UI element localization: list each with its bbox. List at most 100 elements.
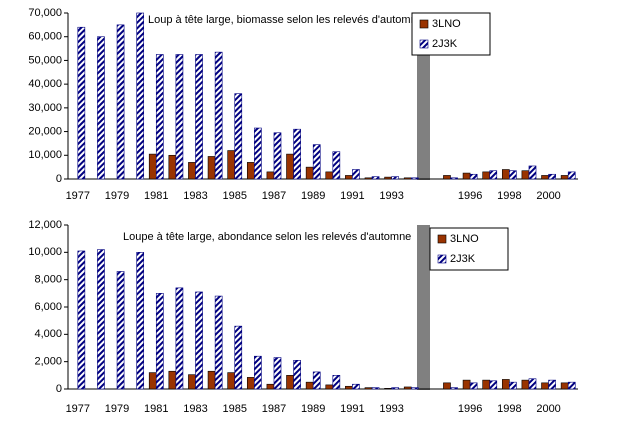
- bar: [371, 176, 380, 180]
- y-tick-label: 70,000: [28, 7, 62, 19]
- bar: [332, 151, 341, 180]
- bar: [560, 382, 569, 390]
- bar: [469, 173, 478, 180]
- bar: [234, 93, 243, 180]
- x-tick-label: 1981: [144, 190, 168, 202]
- bar: [501, 379, 510, 390]
- bar: [214, 295, 223, 390]
- bar: [560, 175, 569, 180]
- bar: [364, 177, 373, 180]
- bar: [246, 377, 255, 390]
- bar: [509, 170, 517, 180]
- bar: [410, 387, 419, 390]
- bar: [175, 287, 184, 390]
- bar: [227, 372, 236, 390]
- bar: [509, 381, 517, 390]
- bar: [371, 387, 380, 390]
- bar: [286, 153, 294, 180]
- bar: [273, 357, 282, 390]
- legend-label: 2J3K: [432, 38, 458, 50]
- x-tick-label: 2000: [536, 190, 560, 202]
- y-tick-label: 10,000: [28, 149, 62, 161]
- x-tick-label: 1985: [222, 403, 246, 415]
- bar: [541, 382, 549, 390]
- y-tick-label: 60,000: [28, 31, 62, 43]
- x-tick-label: 1989: [301, 190, 325, 202]
- y-tick-label: 30,000: [28, 102, 62, 114]
- x-tick-label: 2000: [536, 403, 560, 415]
- bar: [148, 153, 157, 180]
- bar: [391, 387, 400, 390]
- bar: [266, 383, 275, 390]
- bar: [469, 382, 478, 390]
- bar: [567, 381, 576, 390]
- bar: [345, 175, 353, 180]
- bar: [305, 166, 314, 180]
- bar: [521, 379, 530, 390]
- x-tick-label: 1996: [458, 190, 482, 202]
- bar: [312, 371, 321, 390]
- x-tick-label: 1991: [340, 190, 364, 202]
- bar: [364, 387, 373, 390]
- bar: [548, 379, 556, 390]
- chart-title: Loupe à tête large, abondance selon les …: [123, 231, 411, 243]
- x-tick-label: 1983: [183, 403, 207, 415]
- x-tick-label: 1993: [379, 403, 403, 415]
- legend-swatch: [437, 234, 447, 244]
- legend-swatch: [419, 19, 429, 29]
- bar: [97, 36, 105, 180]
- bar: [548, 173, 556, 180]
- y-tick-label: 40,000: [28, 78, 62, 90]
- bar: [403, 386, 412, 390]
- bar: [325, 384, 334, 390]
- y-tick-label: 50,000: [28, 54, 62, 66]
- bar: [136, 252, 145, 390]
- bar: [188, 162, 196, 180]
- legend-swatch: [419, 39, 429, 49]
- bar: [352, 169, 360, 180]
- bar: [116, 271, 125, 390]
- bar: [489, 170, 498, 180]
- x-tick-label: 1996: [458, 403, 482, 415]
- x-tick-label: 1977: [66, 403, 90, 415]
- bar: [345, 385, 353, 390]
- bar: [246, 162, 255, 180]
- x-tick-label: 1991: [340, 403, 364, 415]
- y-tick-label: 10,000: [28, 246, 62, 258]
- bar: [528, 165, 537, 180]
- bar: [188, 374, 196, 390]
- bar: [175, 54, 184, 180]
- x-tick-label: 1987: [262, 403, 286, 415]
- bar: [391, 176, 400, 180]
- bar: [77, 26, 86, 180]
- bar: [403, 177, 412, 180]
- bar: [155, 54, 164, 180]
- bar: [97, 249, 105, 390]
- legend-label: 2J3K: [450, 253, 476, 265]
- bar: [482, 171, 491, 180]
- bar: [293, 359, 301, 390]
- y-tick-label: 20,000: [28, 125, 62, 137]
- bar: [116, 24, 125, 180]
- bar: [352, 383, 360, 390]
- bar: [195, 291, 203, 390]
- bar: [293, 128, 301, 180]
- bar: [214, 51, 223, 180]
- y-tick-label: 2,000: [34, 356, 62, 368]
- x-tick-label: 1987: [262, 190, 286, 202]
- x-tick-label: 1979: [105, 403, 129, 415]
- bar: [77, 250, 86, 390]
- y-tick-label: 12,000: [28, 219, 62, 231]
- bar: [155, 293, 164, 390]
- bar: [462, 379, 471, 390]
- bar: [450, 387, 458, 390]
- bar: [168, 154, 177, 180]
- bar: [234, 325, 243, 390]
- bar: [227, 150, 236, 180]
- y-tick-label: 4,000: [34, 328, 62, 340]
- bar: [541, 175, 549, 180]
- series-break: [417, 225, 430, 390]
- x-tick-label: 1977: [66, 190, 90, 202]
